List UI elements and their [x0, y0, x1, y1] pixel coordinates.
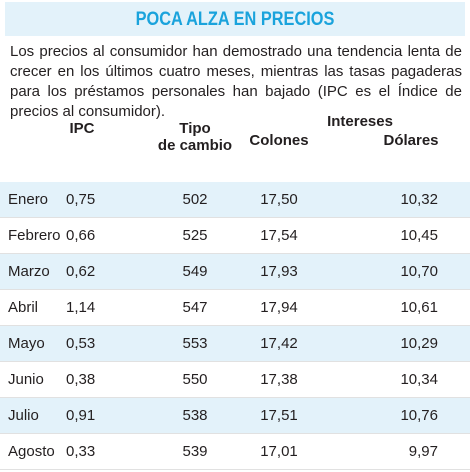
ipc-cell: 0,91	[66, 407, 96, 424]
page-title: POCA ALZA EN PRECIOS	[135, 9, 335, 30]
header-tipo-line2: de cambio	[157, 137, 233, 154]
month-cell: Marzo	[8, 263, 50, 280]
table-row: Marzo 0,62 549 17,93 10,70	[0, 254, 470, 290]
colones-rate-cell: 17,51	[260, 407, 298, 424]
colones-rate-cell: 17,42	[260, 335, 298, 352]
exchange-rate-cell: 538	[182, 407, 208, 424]
month-cell: Abril	[8, 299, 39, 316]
table-row: Junio 0,38 550 17,38 10,34	[0, 362, 470, 398]
table-row: Julio 0,91 538 17,51 10,76	[0, 398, 470, 434]
colones-rate-cell: 17,38	[260, 371, 298, 388]
table-row: Abril 1,14 547 17,94 10,61	[0, 290, 470, 326]
exchange-rate-cell: 539	[182, 443, 208, 460]
intro-paragraph: Los precios al consumidor han demostrado…	[10, 43, 462, 120]
ipc-cell: 1,14	[66, 299, 96, 316]
ipc-cell: 0,75	[66, 191, 96, 208]
dollars-rate-cell: 10,32	[400, 191, 438, 208]
exchange-rate-cell: 549	[182, 263, 208, 280]
header-dolares: Dólares	[383, 132, 439, 149]
exchange-rate-cell: 502	[182, 191, 208, 208]
exchange-rate-cell: 525	[182, 227, 208, 244]
header-tipo-line1: Tipo	[179, 120, 211, 137]
dollars-rate-cell: 10,34	[400, 371, 438, 388]
dollars-rate-cell: 10,70	[400, 263, 438, 280]
title-bar: POCA ALZA EN PRECIOS	[5, 2, 465, 36]
table-row: Agosto 0,33 539 17,01 9,97	[0, 434, 470, 470]
colones-rate-cell: 17,94	[260, 299, 298, 316]
dollars-rate-cell: 10,76	[400, 407, 438, 424]
table-row: Febrero 0,66 525 17,54 10,45	[0, 218, 470, 254]
table-row: Enero 0,75 502 17,50 10,32	[0, 182, 470, 218]
ipc-cell: 0,38	[66, 371, 96, 388]
header-colones: Colones	[249, 132, 309, 149]
dollars-rate-cell: 10,61	[400, 299, 438, 316]
dollars-rate-cell: 9,97	[408, 443, 438, 460]
dollars-rate-cell: 10,45	[400, 227, 438, 244]
dollars-rate-cell: 10,29	[400, 335, 438, 352]
exchange-rate-cell: 550	[182, 371, 208, 388]
month-cell: Febrero	[8, 227, 61, 244]
colones-rate-cell: 17,50	[260, 191, 298, 208]
month-cell: Junio	[8, 371, 44, 388]
month-cell: Agosto	[8, 443, 55, 460]
colones-rate-cell: 17,93	[260, 263, 298, 280]
table-row: Mayo 0,53 553 17,42 10,29	[0, 326, 470, 362]
colones-rate-cell: 17,54	[260, 227, 298, 244]
header-intereses: Intereses	[327, 113, 393, 130]
ipc-cell: 0,53	[66, 335, 96, 352]
month-cell: Enero	[8, 191, 49, 208]
month-cell: Mayo	[8, 335, 45, 352]
exchange-rate-cell: 547	[182, 299, 208, 316]
exchange-rate-cell: 553	[182, 335, 208, 352]
month-cell: Julio	[8, 407, 39, 424]
header-ipc: IPC	[69, 120, 95, 137]
data-table: Enero 0,75 502 17,50 10,32 Febrero 0,66 525 17,5…	[0, 182, 470, 470]
colones-rate-cell: 17,01	[260, 443, 298, 460]
ipc-cell: 0,33	[66, 443, 96, 460]
ipc-cell: 0,66	[66, 227, 96, 244]
ipc-cell: 0,62	[66, 263, 96, 280]
